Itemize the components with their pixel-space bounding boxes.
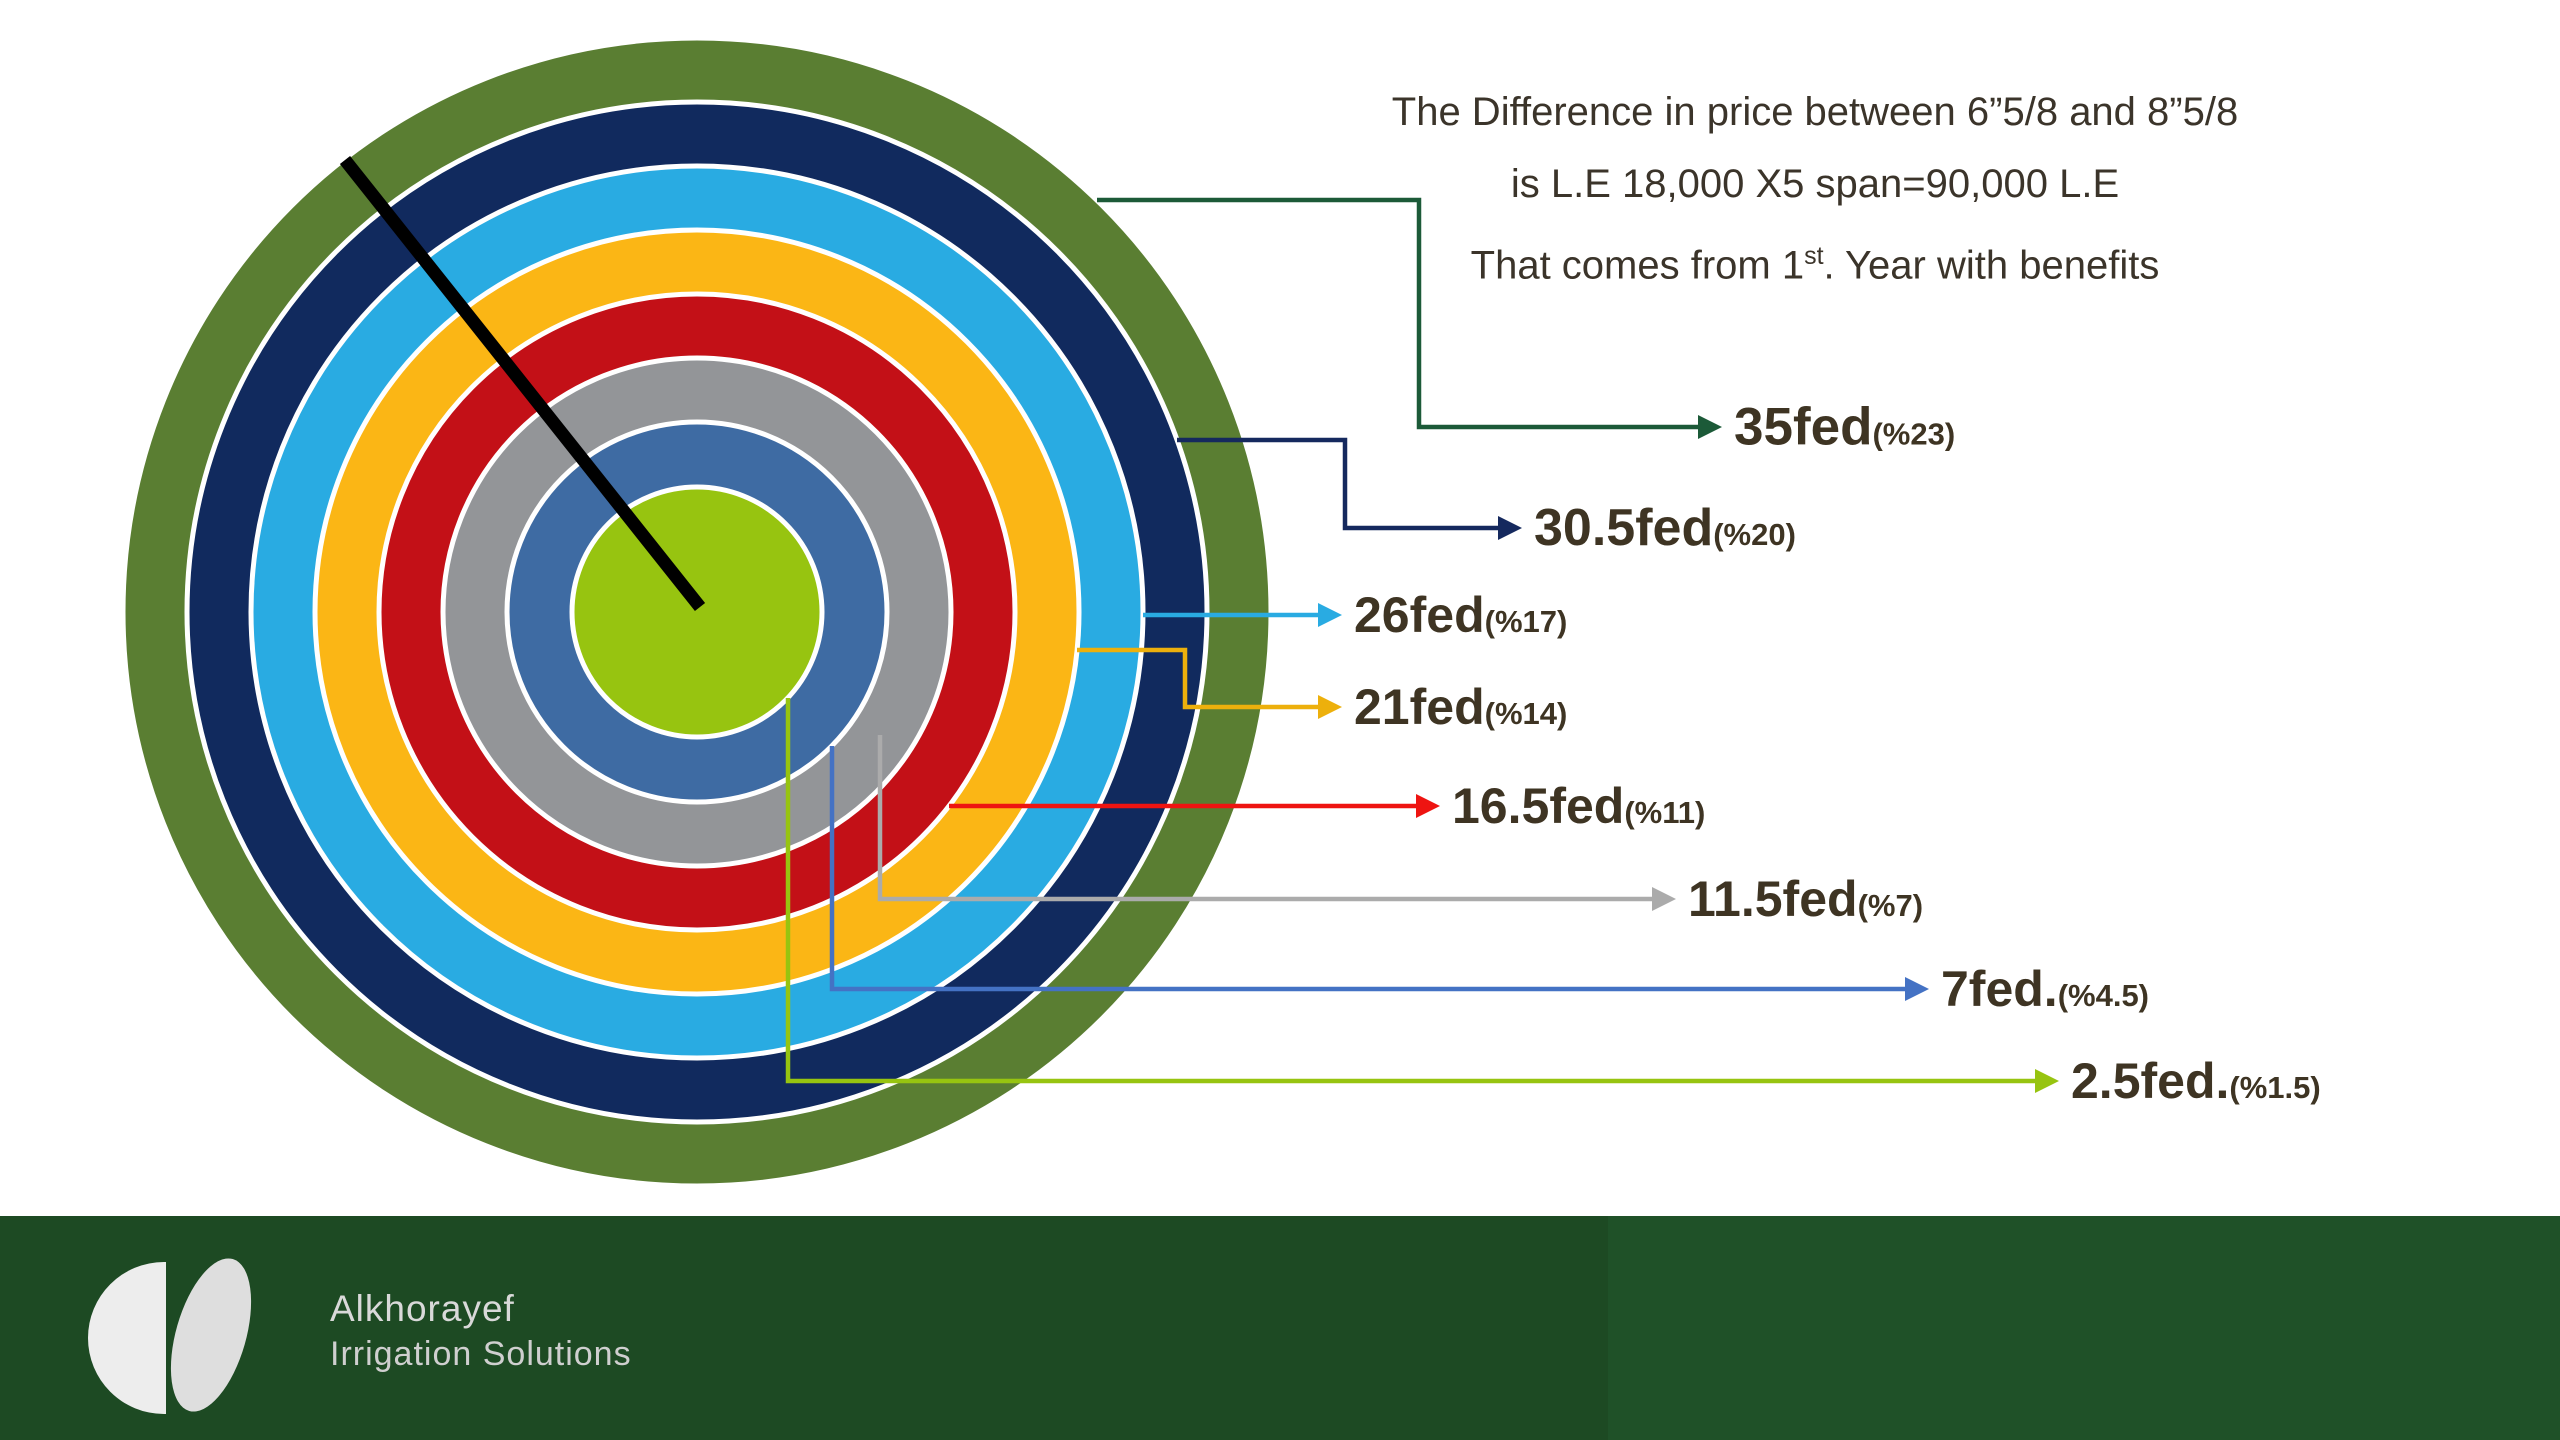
brand-tagline: Irrigation Solutions <box>330 1335 632 1373</box>
brand-text: Alkhorayef Irrigation Solutions <box>330 1286 632 1376</box>
leader-arrow-icon-4 <box>1416 794 1440 818</box>
leader-arrow-icon-0 <box>1698 415 1722 439</box>
ring-callout-30-5fed: 30.5fed(%20) <box>1534 498 1796 558</box>
leader-line-0 <box>1097 197 1698 430</box>
ring-callout-21fed: 21fed(%14) <box>1354 678 1567 736</box>
ring-callout-percent: (%17) <box>1484 604 1568 639</box>
ring-callout-value: 26fed <box>1354 587 1485 643</box>
ring-7 <box>569 484 825 740</box>
ring-callout-value: 35fed <box>1734 397 1873 457</box>
leader-arrow-icon-3 <box>1318 695 1342 719</box>
brand-name: Alkhorayef <box>330 1288 515 1329</box>
ring-callout-percent: (%7) <box>1857 888 1924 923</box>
ring-callout-value: 11.5fed <box>1688 871 1858 927</box>
brand-logo-right-leaf-icon <box>155 1249 267 1421</box>
ring-callout-percent: (%11) <box>1624 795 1706 830</box>
leader-arrow-icon-2 <box>1318 603 1342 627</box>
leader-arrow-icon-7 <box>2035 1069 2059 1093</box>
price-note-line-3: That comes from 1st. Year with benefits <box>1240 220 2390 301</box>
ring-callout-value: 7fed. <box>1941 961 2058 1017</box>
leader-line-5 <box>877 735 1652 902</box>
leader-line-7 <box>785 698 2035 1084</box>
ring-callout-35fed: 35fed(%23) <box>1734 397 1955 458</box>
leader-line-3 <box>1077 647 1318 710</box>
leader-arrow-icon-5 <box>1652 887 1676 911</box>
ring-callout-percent: (%4.5) <box>2057 978 2150 1013</box>
footer-bar: Alkhorayef Irrigation Solutions <box>0 1216 2560 1440</box>
leader-arrow-icon-1 <box>1498 516 1522 540</box>
ring-callout-value: 16.5fed <box>1452 778 1625 834</box>
ring-callout-16-5fed: 16.5fed(%11) <box>1452 777 1705 835</box>
ring-callout-11-5fed: 11.5fed(%7) <box>1688 870 1923 928</box>
footer-bar-right-section <box>1608 1216 2560 1440</box>
price-note-line-1: The Difference in price between 6”5/8 an… <box>1391 90 2239 134</box>
leader-arrow-icon-6 <box>1905 977 1929 1001</box>
ring-callout-7fed: 7fed.(%4.5) <box>1941 960 2149 1018</box>
price-note-ordinal-suffix: st <box>1804 242 1824 270</box>
ring-callout-value: 2.5fed. <box>2071 1053 2230 1109</box>
leader-line-1 <box>1177 437 1498 531</box>
price-note-line-3-tail: . Year with benefits <box>1823 243 2160 288</box>
ring-callout-2-5fed: 2.5fed.(%1.5) <box>2071 1052 2321 1110</box>
ring-callout-value: 30.5fed <box>1534 499 1714 557</box>
ring-callout-percent: (%1.5) <box>2229 1070 2321 1105</box>
brand-logo-left-leaf-icon <box>88 1262 166 1414</box>
ring-callout-percent: (%23) <box>1872 416 1956 452</box>
pivot-pointer-line <box>339 155 706 612</box>
ring-callout-percent: (%14) <box>1484 696 1568 731</box>
ring-callout-value: 21fed <box>1354 679 1485 735</box>
ring-callout-percent: (%20) <box>1713 517 1796 552</box>
price-note: The Difference in price between 6”5/8 an… <box>1240 76 2390 301</box>
ring-callout-26fed: 26fed(%17) <box>1354 586 1567 644</box>
price-note-line-2: is L.E 18,000 X5 span=90,000 L.E <box>1510 162 2120 206</box>
price-note-line-3-text: That comes from 1 <box>1470 243 1805 288</box>
leader-line-6 <box>829 746 1905 992</box>
